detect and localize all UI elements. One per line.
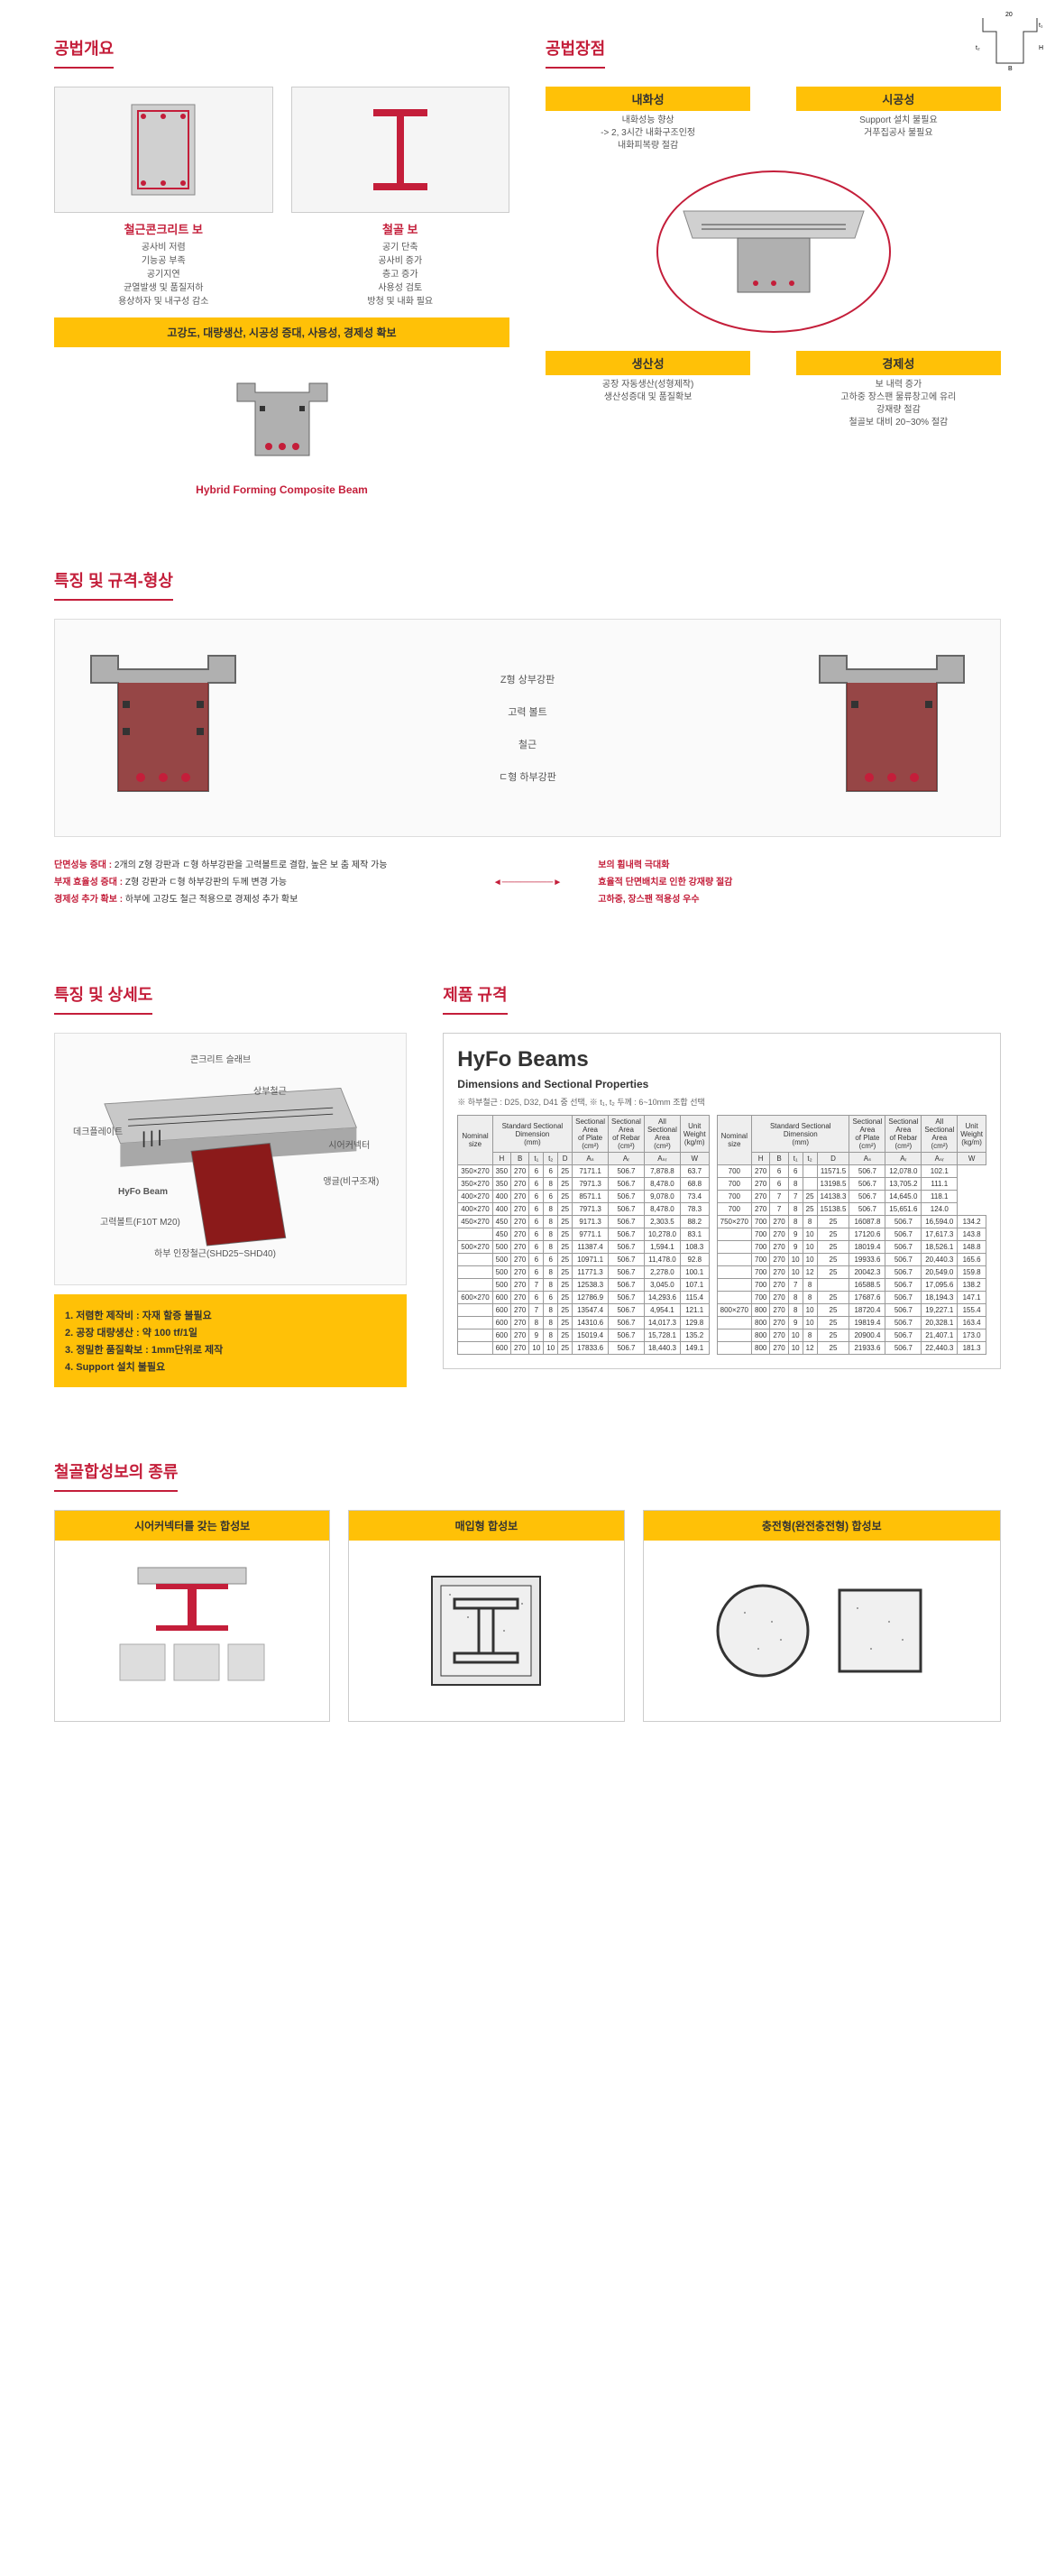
section-title: 공법개요 [54, 36, 114, 69]
spec-diagram: Z형 상부강판 고력 볼트 철근 ㄷ형 하부강판 [54, 619, 1001, 837]
product-title: HyFo Beams [457, 1047, 986, 1072]
spec-table-1: NominalsizeStandard SectionalDimension(m… [457, 1115, 709, 1355]
rc-beam-desc: 공사비 저렴 기능공 부족 공기지연 균열발생 및 품질저하 용상하자 및 내구… [54, 241, 273, 308]
section-title: 공법장점 [546, 36, 605, 69]
advantage-center-diagram [656, 170, 891, 333]
detail-list: 1. 저렴한 제작비 : 자재 할증 불필요 2. 공장 대량생산 : 약 10… [54, 1294, 407, 1387]
steel-beam-box: 철골 보 공기 단축 공사비 증가 층고 증가 사용성 검토 방청 및 내화 필… [291, 87, 510, 308]
section-title: 특징 및 규격-형상 [54, 568, 173, 601]
svg-text:20: 20 [1005, 12, 1013, 18]
hybrid-label: Hybrid Forming Composite Beam [54, 483, 509, 496]
product-subtitle: Dimensions and Sectional Properties [457, 1078, 986, 1090]
adv-title-1: 내화성 [546, 87, 750, 111]
spec-label-2: 고력 볼트 [271, 704, 784, 719]
adv-desc-3: 공장 자동생산(성형제작) 생산성증대 및 품질확보 [546, 379, 750, 404]
svg-text:t₁: t₁ [1039, 23, 1043, 29]
spec-label-1: Z형 상부강판 [271, 672, 784, 686]
steel-beam-desc: 공기 단축 공사비 증가 층고 증가 사용성 검토 방청 및 내화 필요 [291, 241, 510, 308]
adv-desc-2: Support 설치 불필요 거푸집공사 불필요 [796, 115, 1001, 140]
spec-notes-left: 단면성능 증대 : 2개의 Z형 강판과 ㄷ형 하부강판을 고력볼트로 결합, … [54, 855, 457, 910]
composite-type-1: 시어커넥터를 갖는 합성보 [54, 1510, 330, 1722]
svg-text:H: H [1039, 45, 1043, 51]
product-note: ※ 하부철근 : D25, D32, D41 중 선택, ※ t₁, t₂ 두께… [457, 1096, 986, 1108]
adv-title-4: 경제성 [796, 351, 1001, 375]
adv-desc-4: 보 내력 증가 고하중 장스팬 물류창고에 유리 강재량 절감 철골보 대비 2… [796, 379, 1001, 429]
rc-beam-box: 철근콘크리트 보 공사비 저렴 기능공 부족 공기지연 균열발생 및 품질저하 … [54, 87, 273, 308]
spec-table-2: NominalsizeStandard SectionalDimension(m… [717, 1115, 986, 1355]
rc-beam-label: 철근콘크리트 보 [54, 220, 273, 237]
svg-text:B: B [1008, 66, 1013, 72]
adv-desc-1: 내화성능 향상 -> 2, 3시간 내화구조인정 내화피복량 절감 [546, 115, 750, 152]
section-title: 철골합성보의 종류 [54, 1459, 178, 1492]
composite-type-2: 매입형 합성보 [348, 1510, 624, 1722]
product-spec-panel: 20 t₁ H B t₂ HyFo Beams Dimensions and S… [443, 1033, 1001, 1369]
steel-beam-label: 철골 보 [291, 220, 510, 237]
detail-diagram: 콘크리트 슬래브 상부철근 데크플레이트 시어커넥터 HyFo Beam 앵글(… [54, 1033, 407, 1285]
adv-title-3: 생산성 [546, 351, 750, 375]
spec-label-4: ㄷ형 하부강판 [271, 769, 784, 784]
spec-notes-right: 보의 휨내력 극대화 효율적 단면배치로 인한 강재량 절감 고하중, 장스팬 … [598, 855, 1001, 910]
section-title: 제품 규격 [443, 982, 507, 1015]
svg-text:t₂: t₂ [976, 45, 980, 51]
yellow-band: 고강도, 대량생산, 시공성 증대, 사용성, 경제성 확보 [54, 317, 509, 347]
spec-label-3: 철근 [271, 737, 784, 751]
section-title: 특징 및 상세도 [54, 982, 152, 1015]
adv-title-2: 시공성 [796, 87, 1001, 111]
hybrid-beam-svg [219, 365, 345, 474]
composite-type-3: 충전형(완전충전형) 합성보 [643, 1510, 1002, 1722]
